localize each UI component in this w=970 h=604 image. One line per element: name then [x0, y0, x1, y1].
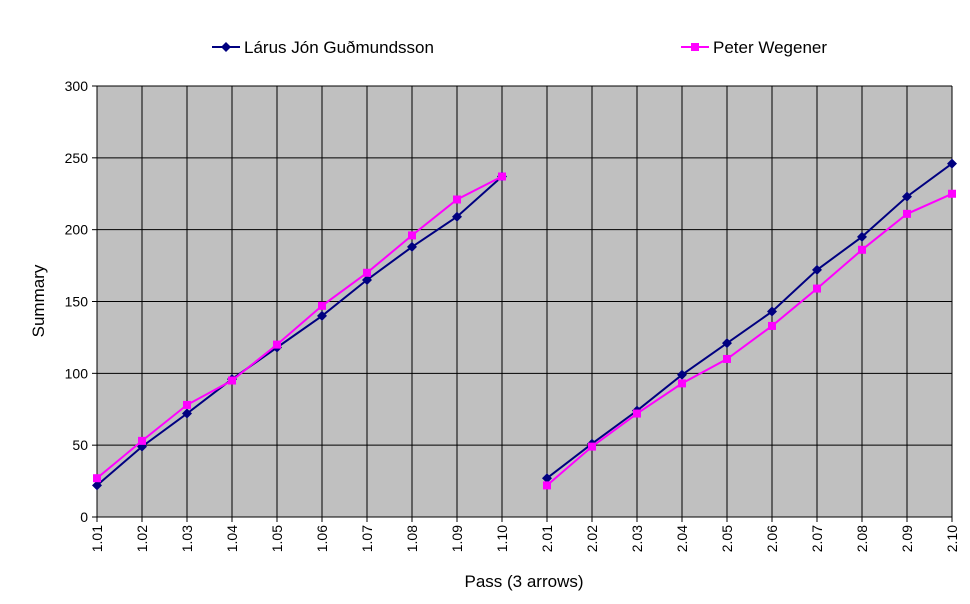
y-tick-label: 200 — [65, 222, 89, 238]
series-larus — [92, 158, 957, 491]
x-tick-label: 2.08 — [854, 525, 870, 552]
data-point — [92, 480, 102, 491]
y-tick-label: 300 — [65, 78, 89, 94]
x-tick-label: 1.04 — [224, 525, 240, 552]
x-tick-label: 1.06 — [314, 525, 330, 552]
data-point — [903, 209, 911, 218]
data-point — [542, 473, 552, 484]
x-tick-label: 1.05 — [269, 525, 285, 552]
x-tick-label: 1.02 — [134, 525, 150, 552]
x-tick-label: 1.01 — [89, 525, 105, 552]
y-tick-label: 0 — [80, 509, 88, 525]
data-point — [588, 442, 596, 451]
data-point — [633, 409, 641, 418]
x-tick-label: 1.03 — [179, 525, 195, 552]
x-tick-label: 2.03 — [629, 525, 645, 552]
x-tick-label: 2.05 — [719, 525, 735, 552]
legend-item-larus: Lárus Jón Guðmundsson — [212, 38, 434, 57]
legend-item-peter: Peter Wegener — [681, 38, 827, 57]
legend-marker-square — [691, 43, 699, 51]
data-point — [93, 474, 101, 483]
data-point — [317, 310, 327, 321]
x-tick-label: 1.08 — [404, 525, 420, 552]
y-axis-title: Summary — [29, 264, 48, 337]
x-tick-label: 2.02 — [584, 525, 600, 552]
y-tick-label: 100 — [65, 365, 89, 381]
data-point — [138, 436, 146, 445]
series-line-segment — [546, 162, 953, 479]
data-point — [948, 189, 956, 198]
data-point — [543, 481, 551, 490]
x-tick-label: 1.07 — [359, 525, 375, 552]
y-tick-label: 250 — [65, 150, 89, 166]
data-point — [363, 268, 371, 277]
x-axis-title: Pass (3 arrows) — [464, 572, 583, 591]
data-point — [768, 321, 776, 330]
axes — [92, 85, 953, 522]
data-point — [858, 245, 866, 254]
x-tick-label: 1.10 — [494, 525, 510, 552]
data-point — [812, 264, 822, 275]
data-point — [453, 195, 461, 204]
x-tick-label: 2.04 — [674, 525, 690, 552]
legend-label-peter: Peter Wegener — [713, 38, 827, 57]
data-point — [408, 231, 416, 240]
data-point — [318, 301, 326, 310]
data-point — [452, 211, 462, 222]
data-point — [678, 379, 686, 388]
legend-marker-diamond — [221, 42, 231, 52]
series-peter — [93, 172, 956, 490]
data-point — [857, 231, 867, 242]
data-point — [767, 306, 777, 317]
x-tick-labels: 1.01 1.02 1.03 1.04 1.05 1.06 1.07 1.08 1.09 1.10… — [89, 525, 960, 552]
y-tick-label: 50 — [72, 437, 88, 453]
y-tick-label: 150 — [65, 294, 89, 310]
x-tick-label: 2.09 — [899, 525, 915, 552]
x-tick-label: 2.06 — [764, 525, 780, 552]
data-point — [228, 376, 236, 385]
data-point — [362, 274, 372, 285]
data-point — [183, 400, 191, 409]
data-point — [722, 338, 732, 349]
data-point — [723, 354, 731, 363]
data-point — [947, 158, 957, 169]
data-point — [813, 284, 821, 293]
x-tick-label: 2.01 — [539, 525, 555, 552]
x-tick-label: 2.07 — [809, 525, 825, 552]
data-point — [407, 241, 417, 252]
series-line-segment — [96, 175, 503, 487]
data-point — [273, 340, 281, 349]
x-tick-label: 2.10 — [944, 525, 960, 552]
series-line-segment — [546, 192, 953, 487]
data-point — [498, 172, 506, 181]
legend: Lárus Jón Guðmundsson Peter Wegener — [212, 38, 827, 57]
legend-label-larus: Lárus Jón Guðmundsson — [244, 38, 434, 57]
data-point — [182, 408, 192, 419]
x-tick-label: 1.09 — [449, 525, 465, 552]
y-tick-labels: 0 50 100 150 200 250 300 — [65, 78, 89, 525]
data-point — [677, 369, 687, 380]
data-point — [902, 191, 912, 202]
series — [92, 158, 957, 491]
series-line-segment — [96, 175, 503, 479]
